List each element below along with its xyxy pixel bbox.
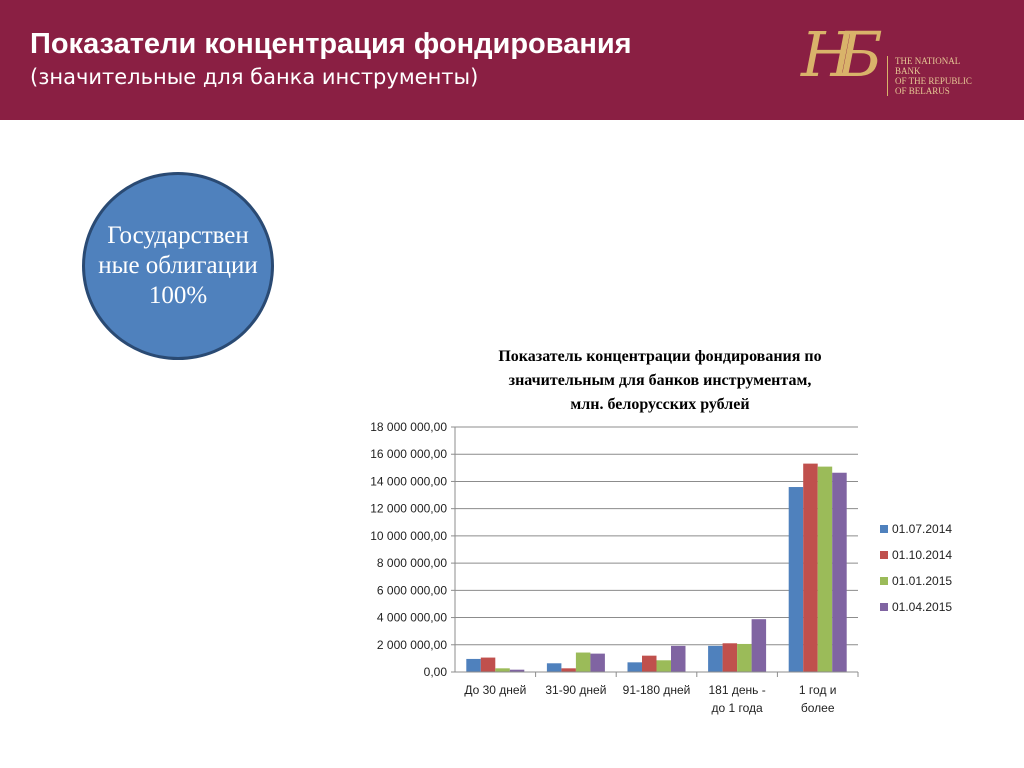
bar-01.07.2014: [627, 662, 642, 672]
bar-01.10.2014: [480, 657, 496, 672]
bar-01.04.2015: [671, 645, 686, 672]
logo-line: BANK: [895, 66, 921, 76]
y-tick-label: 16 000 000,00: [370, 447, 447, 461]
page-title: Показатели концентрация фондирования: [30, 28, 632, 60]
x-tick-label: 91-180 дней: [623, 683, 691, 697]
bar-01.10.2014: [642, 655, 657, 672]
page-subtitle: (значительные для банка инструменты): [30, 65, 479, 89]
legend-label: 01.01.2015: [892, 574, 953, 588]
logo-line: OF THE REPUBLIC: [895, 76, 972, 86]
x-tick-label: до 1 года: [711, 701, 763, 715]
y-tick-label: 0,00: [424, 665, 448, 679]
bar-01.07.2014: [466, 658, 481, 672]
bar-01.07.2014: [546, 663, 562, 672]
legend-label: 01.07.2014: [892, 522, 953, 536]
government-bonds-circle: Государствен ные облигации 100%: [82, 172, 274, 360]
bar-01.07.2014: [788, 487, 804, 672]
bar-01.04.2015: [751, 619, 767, 672]
bar-01.07.2014: [708, 645, 723, 672]
bar-01.04.2015: [509, 669, 525, 672]
x-tick-label: более: [801, 701, 835, 715]
bar-01.01.2015: [817, 466, 833, 672]
bar-01.04.2015: [590, 653, 605, 672]
y-tick-label: 8 000 000,00: [377, 556, 447, 570]
legend-label: 01.10.2014: [892, 548, 953, 562]
bar-01.01.2015: [737, 643, 752, 672]
bar-01.01.2015: [495, 668, 510, 672]
y-tick-label: 2 000 000,00: [377, 638, 447, 652]
bar-01.10.2014: [722, 643, 738, 672]
bank-logo: НБ THE NATIONAL BANK OF THE REPUBLIC OF …: [795, 18, 995, 103]
y-tick-label: 4 000 000,00: [377, 611, 447, 625]
chart-title: Показатель концентрации фондирования по …: [440, 345, 880, 417]
circle-label: Государствен ные облигации 100%: [98, 222, 258, 309]
legend-swatch: [880, 525, 888, 533]
bar-01.04.2015: [832, 472, 847, 672]
logo-line: OF BELARUS: [895, 86, 950, 96]
bar-01.01.2015: [656, 660, 671, 672]
y-tick-label: 12 000 000,00: [370, 502, 447, 516]
legend-item: 01.10.2014: [880, 548, 952, 562]
chart-title-line: млн. белорусских рублей: [570, 396, 750, 413]
header-bar: Показатели концентрация фондирования (зн…: [0, 0, 1024, 120]
x-tick-label: 181 день -: [708, 683, 765, 697]
x-tick-label: 1 год и: [799, 683, 837, 697]
bar-01.10.2014: [803, 463, 818, 672]
y-tick-label: 18 000 000,00: [370, 420, 447, 434]
legend-item: 01.07.2014: [880, 522, 952, 536]
x-tick-label: 31-90 дней: [545, 683, 606, 697]
y-tick-label: 14 000 000,00: [370, 474, 447, 488]
x-tick-label: До 30 дней: [464, 683, 526, 697]
chart-title-line: Показатель концентрации фондирования по: [498, 348, 822, 365]
y-tick-label: 6 000 000,00: [377, 583, 447, 597]
logo-text: THE NATIONAL BANK OF THE REPUBLIC OF BEL…: [895, 56, 995, 96]
bar-01.01.2015: [575, 652, 591, 672]
legend-swatch: [880, 577, 888, 585]
legend-swatch: [880, 551, 888, 559]
legend-label: 01.04.2015: [892, 600, 953, 614]
chart-title-line: значительным для банков инструментам,: [508, 372, 812, 389]
logo-divider: [887, 56, 888, 96]
y-tick-label: 10 000 000,00: [370, 529, 447, 543]
legend-item: 01.04.2015: [880, 600, 952, 614]
logo-line: THE NATIONAL: [895, 56, 961, 66]
legend-swatch: [880, 603, 888, 611]
bar-01.10.2014: [561, 668, 576, 672]
legend-item: 01.01.2015: [880, 574, 952, 588]
